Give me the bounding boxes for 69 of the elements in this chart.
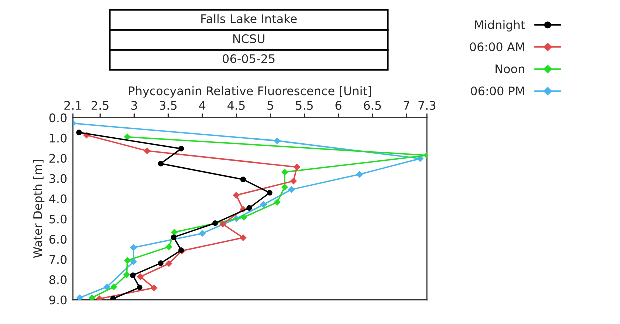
legend-label: Midnight (475, 20, 526, 32)
x-tick-label: 6.5 (364, 101, 382, 110)
y-tick-label: 7.0 (50, 255, 67, 264)
x-tick-label: 6 (336, 101, 342, 110)
point (76, 130, 82, 136)
x-tick-label: 3 (132, 101, 138, 110)
text: 06-05-25 (222, 54, 275, 64)
point (158, 161, 164, 167)
legend-label: 06:00 AM (470, 42, 524, 52)
point (274, 138, 281, 144)
point (124, 257, 132, 264)
point (233, 192, 240, 199)
point (158, 260, 164, 266)
point (150, 284, 158, 292)
point (137, 274, 144, 280)
point (240, 176, 246, 182)
y-tick-label: 2.0 (50, 154, 67, 164)
point (110, 296, 116, 300)
point (76, 294, 84, 300)
point (240, 214, 248, 221)
y-tick-label: 0.0 (50, 114, 67, 123)
point (144, 148, 151, 155)
point (246, 205, 252, 211)
x-tick-label: 5.5 (296, 101, 313, 110)
x-tick-label: 5 (268, 101, 274, 110)
y-tick-label: 6.0 (50, 235, 67, 244)
y-tick-label: 5.0 (50, 214, 67, 224)
x-tick-label: 4.5 (228, 101, 245, 110)
point (294, 164, 301, 171)
x-tick-label: 2.5 (92, 101, 109, 110)
point (212, 220, 218, 226)
point (110, 284, 118, 291)
x-tick-label: 4 (199, 101, 206, 110)
x-tick-label: 2.1 (64, 101, 82, 110)
point (274, 199, 281, 206)
point (137, 284, 143, 290)
chart-subtitle: NCSU (234, 34, 265, 44)
point (220, 220, 226, 228)
point (199, 230, 206, 238)
point (240, 234, 247, 242)
point (171, 234, 177, 240)
point (281, 168, 288, 176)
point (104, 284, 111, 291)
point (130, 272, 136, 278)
y-tick-label: 8.0 (50, 276, 67, 284)
x-tick-label: 7 (404, 101, 410, 110)
point (178, 146, 184, 152)
y-axis-title: Water Depth [m] (33, 160, 45, 258)
x-tick-label: 7.3 (418, 101, 436, 110)
y-tick-label: 3.0 (50, 174, 67, 184)
point (356, 171, 364, 178)
point (166, 244, 173, 250)
x-tick-label: 3.5 (160, 101, 177, 110)
point (124, 272, 130, 278)
point (171, 229, 178, 236)
point (88, 294, 96, 300)
legend-label: Noon (496, 64, 524, 74)
y-tick-label: 1.0 (50, 134, 67, 143)
point (130, 258, 138, 266)
chart-title: Falls Lake Intake (202, 14, 297, 24)
point (166, 260, 173, 268)
point (267, 190, 273, 196)
y-tick-label: 9.0 (50, 296, 67, 305)
point (124, 134, 132, 141)
point (130, 244, 138, 252)
y-tick-label: 4.0 (49, 194, 67, 204)
legend-label: 06:00 PM (471, 86, 524, 96)
x-axis-title: Phycocyanin Relative Fluorescence [Unit] (129, 86, 372, 98)
point (281, 184, 288, 191)
